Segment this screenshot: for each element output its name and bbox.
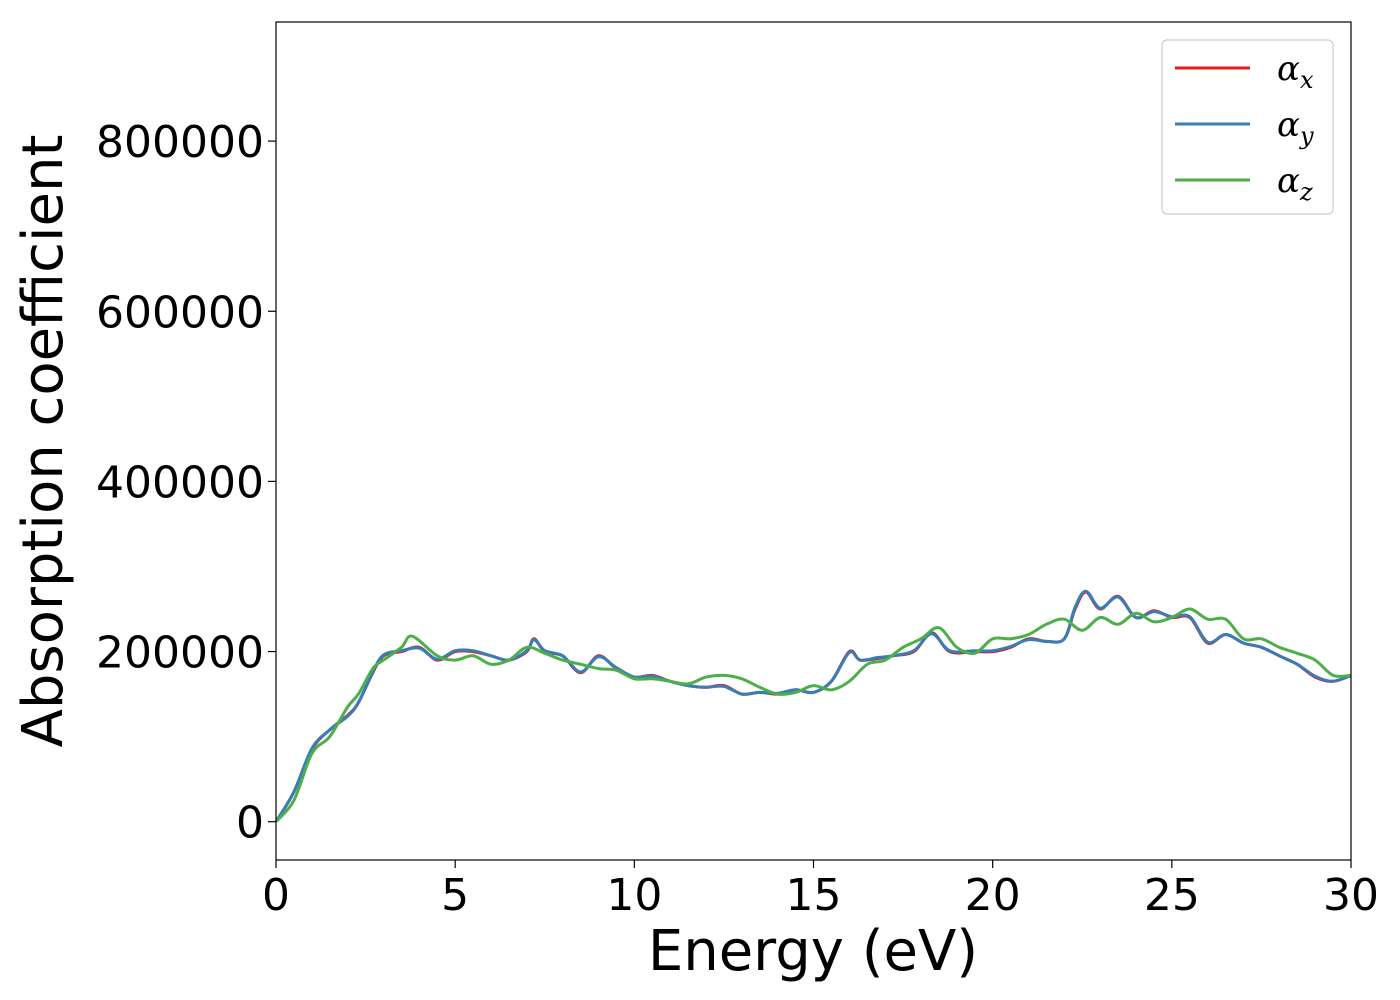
legend-label-subscript: x <box>1300 66 1314 94</box>
x-tick-label: 30 <box>1323 870 1379 921</box>
legend-label-symbol: α <box>1277 105 1300 145</box>
y-axis-label: Absorption coefficient <box>11 135 76 748</box>
legend-label-y: αy <box>1277 105 1314 150</box>
y-tick-label: 800000 <box>96 117 264 168</box>
y-tick-label: 200000 <box>96 628 264 679</box>
legend-label-subscript: y <box>1299 122 1314 150</box>
legend-label-symbol: α <box>1277 161 1300 201</box>
y-tick-label: 0 <box>236 798 264 849</box>
legend-label-subscript: z <box>1299 178 1313 206</box>
x-axis-label: Energy (eV) <box>648 919 978 984</box>
legend-label-symbol: α <box>1277 49 1300 89</box>
x-tick-label: 15 <box>786 870 842 921</box>
y-tick-label: 600000 <box>96 287 264 338</box>
legend-box <box>1161 39 1334 215</box>
series-line-z <box>274 607 1352 823</box>
x-tick-label: 10 <box>606 870 662 921</box>
x-tick-label: 20 <box>965 870 1021 921</box>
x-tick-label: 25 <box>1144 870 1200 921</box>
legend-label-x: αx <box>1277 49 1314 94</box>
x-tick-label: 0 <box>262 870 290 921</box>
ticks-layer: 0 5 10 15 20 25 30 0 200000 400000 600000 800000 <box>96 117 1379 921</box>
x-tick-label: 5 <box>441 870 469 921</box>
series-line-y <box>274 589 1352 823</box>
series-layer <box>274 589 1352 823</box>
y-tick-label: 400000 <box>96 457 264 508</box>
legend-label-z: αz <box>1277 161 1313 206</box>
